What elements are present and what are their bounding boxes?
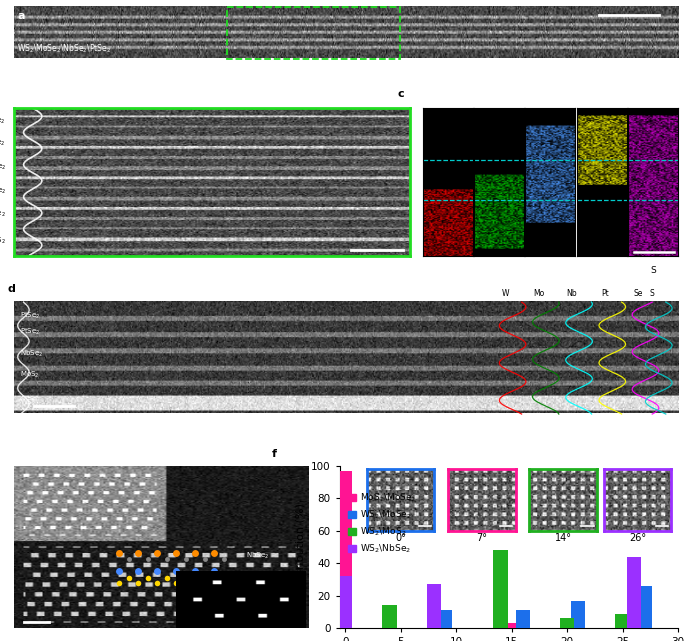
Bar: [560, 619, 575, 628]
Bar: [627, 556, 641, 628]
Text: MoSe$_2$: MoSe$_2$: [0, 209, 5, 219]
Text: WS$_2$: WS$_2$: [21, 398, 36, 408]
Text: Mo: Mo: [493, 96, 506, 105]
Text: NbSe$_2$: NbSe$_2$: [0, 185, 5, 196]
Bar: [571, 601, 586, 628]
Bar: [338, 607, 353, 628]
Text: WS$_2$: WS$_2$: [0, 236, 5, 246]
Bar: [638, 586, 652, 628]
Text: Se: Se: [634, 289, 643, 298]
Bar: [382, 606, 397, 628]
Legend: MoS$_2$\MoSe$_2$, WS$_2$\MoSe$_2$, WS$_2$\MoS$_2$, WS$_2$\NbSe$_2$: MoS$_2$\MoSe$_2$, WS$_2$\MoSe$_2$, WS$_2…: [344, 488, 421, 559]
Text: PtSe$_2$: PtSe$_2$: [0, 138, 5, 148]
Bar: [227, 7, 399, 59]
Text: Pt: Pt: [597, 96, 606, 105]
Text: c: c: [398, 89, 404, 99]
Text: PtSe$_2$: PtSe$_2$: [0, 116, 5, 126]
Bar: [438, 610, 452, 628]
Text: S: S: [650, 266, 656, 275]
Bar: [338, 576, 353, 628]
Text: NbSe$_2$: NbSe$_2$: [21, 349, 43, 358]
Bar: [427, 585, 441, 628]
Bar: [615, 613, 630, 628]
Text: Mo: Mo: [533, 289, 545, 298]
Text: MoS$_2$: MoS$_2$: [21, 370, 40, 380]
Text: W: W: [443, 96, 452, 105]
Text: PtSe$_2$: PtSe$_2$: [21, 327, 41, 337]
Text: S: S: [649, 289, 654, 298]
Text: Nb: Nb: [544, 96, 557, 105]
Text: f: f: [272, 449, 277, 459]
Text: a: a: [17, 11, 25, 21]
Text: Se: Se: [647, 96, 659, 105]
Bar: [493, 550, 508, 628]
Text: WS$_2$: WS$_2$: [247, 572, 262, 582]
Text: NbSe$_2$: NbSe$_2$: [247, 551, 269, 562]
Bar: [427, 622, 441, 628]
Text: Nb: Nb: [566, 289, 577, 298]
Bar: [504, 623, 519, 628]
Text: d: d: [7, 285, 15, 294]
Text: NbSe$_2$: NbSe$_2$: [0, 162, 5, 172]
Bar: [338, 470, 353, 628]
Text: WS$_2$\MoSe$_2$\NbSe$_2$\PtSe$_2$: WS$_2$\MoSe$_2$\NbSe$_2$\PtSe$_2$: [17, 43, 111, 55]
Text: W: W: [501, 289, 509, 298]
Bar: [516, 610, 530, 628]
Text: PtSe$_2$: PtSe$_2$: [21, 311, 41, 320]
Y-axis label: Distribution (%): Distribution (%): [295, 503, 306, 591]
Text: Pt: Pt: [601, 289, 609, 298]
